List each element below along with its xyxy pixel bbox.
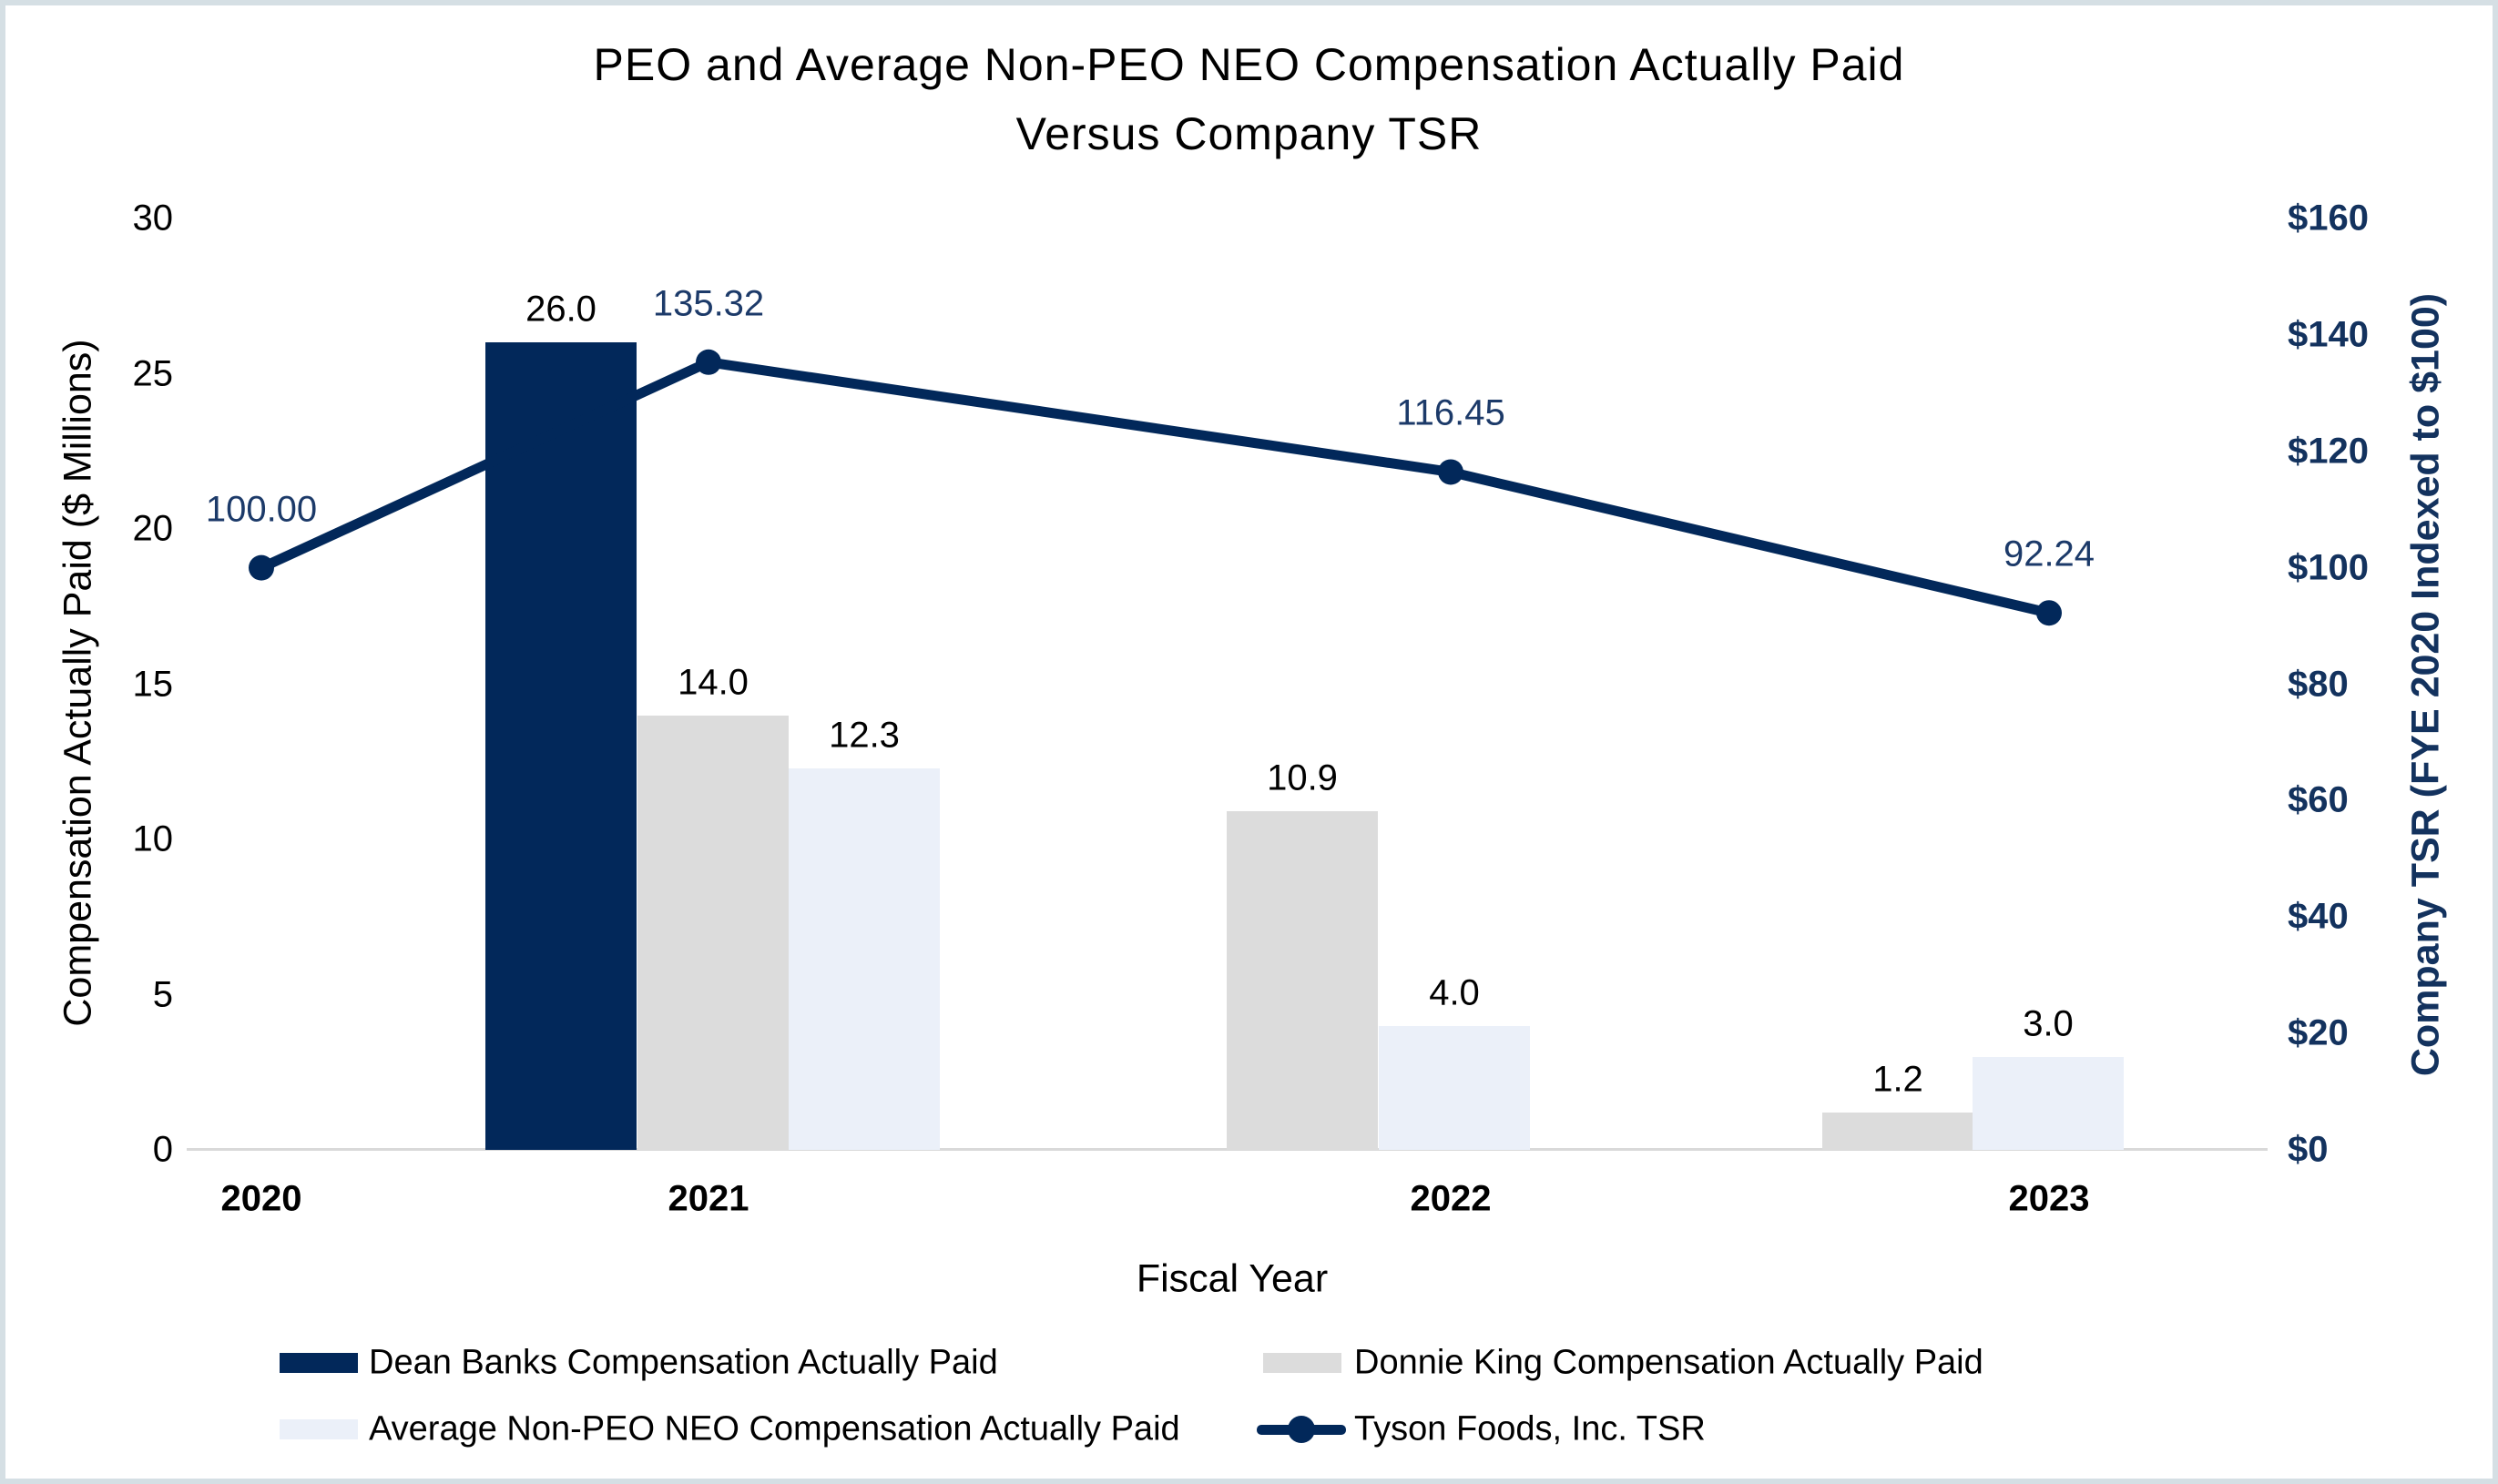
- bar-value-label: 4.0: [1429, 972, 1480, 1013]
- legend-line-dot: [1288, 1416, 1315, 1443]
- chart-title-line2: Versus Company TSR: [1015, 108, 1483, 159]
- x-axis-label-2020: 2020: [220, 1178, 302, 1219]
- tsr-point-2023: [2036, 600, 2062, 626]
- legend-label: Dean Banks Compensation Actually Paid: [369, 1343, 998, 1382]
- right-axis-tick: $40: [2288, 896, 2349, 937]
- bar-gray-2023: [1822, 1113, 1973, 1150]
- legend-swatch-light_blue: [280, 1419, 358, 1439]
- right-axis-tick: $0: [2288, 1129, 2329, 1170]
- right-axis-tick: $60: [2288, 779, 2349, 820]
- right-axis-tick: $120: [2288, 431, 2369, 472]
- left-axis-tick: 10: [132, 818, 174, 859]
- left-axis-tick: 25: [132, 353, 174, 393]
- right-axis-tick: $20: [2288, 1012, 2349, 1053]
- tsr-line: [259, 357, 2051, 618]
- bar-light_blue-2023: [1973, 1056, 2124, 1150]
- tsr-value-label: 100.00: [205, 489, 318, 530]
- right-axis-tick: $140: [2288, 314, 2369, 355]
- x-axis-label-2023: 2023: [2008, 1178, 2090, 1219]
- bar-navy-2021: [485, 342, 637, 1150]
- tsr-point-2020: [249, 554, 274, 581]
- left-axis-tick: 15: [132, 664, 174, 704]
- bar-gray-2022: [1227, 811, 1378, 1150]
- legend-swatch-gray: [1263, 1353, 1341, 1373]
- chart-title: PEO and Average Non-PEO NEO Compensation…: [594, 30, 1905, 168]
- x-axis-label-2021: 2021: [668, 1178, 749, 1219]
- bar-value-label: 14.0: [678, 662, 749, 703]
- left-axis-tick: 20: [132, 508, 174, 549]
- bar-value-label: 1.2: [1872, 1059, 1923, 1100]
- left-axis-tick: 30: [132, 198, 174, 239]
- right-axis-tick: $100: [2288, 547, 2369, 588]
- tsr-value-label: 135.32: [652, 283, 765, 324]
- bar-gray-2021: [637, 715, 789, 1150]
- legend-label: Donnie King Compensation Actually Paid: [1354, 1343, 1983, 1382]
- chart-title-line1: PEO and Average Non-PEO NEO Compensation…: [593, 39, 1905, 90]
- bar-value-label: 3.0: [2023, 1003, 2074, 1044]
- tsr-value-label: 92.24: [2003, 534, 2095, 574]
- right-axis-tick: $160: [2288, 198, 2369, 239]
- bar-light_blue-2021: [789, 767, 940, 1150]
- left-axis-tick: 5: [152, 974, 173, 1014]
- legend-swatch-navy: [280, 1353, 358, 1373]
- x-axis-label-2022: 2022: [1410, 1178, 1492, 1219]
- bar-value-label: 12.3: [829, 715, 900, 756]
- x-axis-title: Fiscal Year: [1136, 1256, 1329, 1301]
- left-axis-tick: 0: [152, 1129, 173, 1170]
- bar-value-label: 10.9: [1267, 757, 1338, 798]
- bar-value-label: 26.0: [525, 289, 596, 330]
- tsr-point-2021: [696, 349, 721, 375]
- right-axis-tick: $80: [2288, 664, 2349, 704]
- legend-label: Tyson Foods, Inc. TSR: [1354, 1409, 1706, 1448]
- tsr-value-label: 116.45: [1396, 392, 1505, 433]
- legend-label: Average Non-PEO NEO Compensation Actuall…: [369, 1409, 1180, 1448]
- bar-light_blue-2022: [1379, 1025, 1530, 1150]
- tsr-point-2022: [1438, 459, 1463, 485]
